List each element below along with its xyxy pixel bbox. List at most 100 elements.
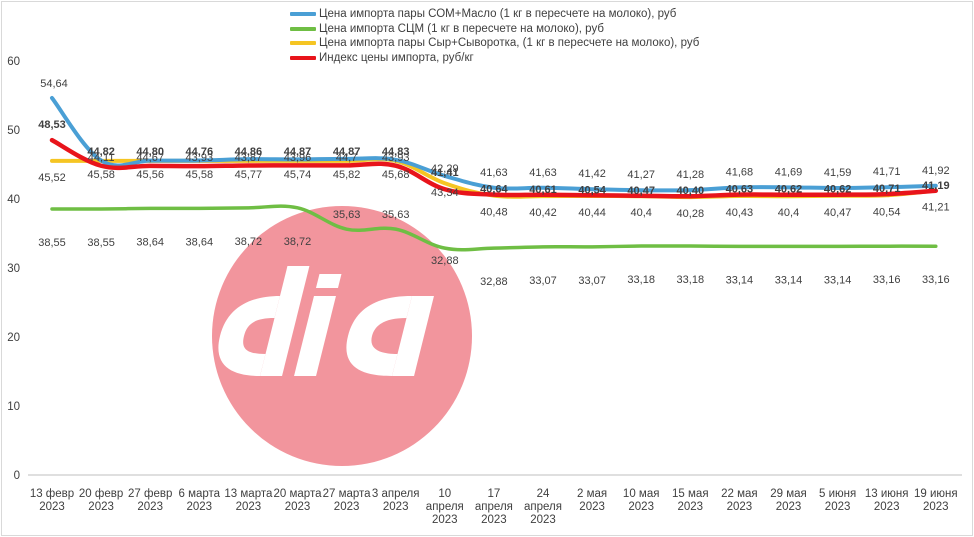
data-label-syr-syvorotka: 40,4	[778, 207, 799, 219]
data-label-syr-syvorotka: 40,28	[677, 208, 705, 220]
data-label-index: 40,54	[578, 184, 606, 196]
y-tick-label: 60	[7, 56, 20, 68]
data-label-syr-syvorotka: 40,4	[630, 207, 651, 219]
chart-legend: Цена импорта пары СОМ+Масло (1 кг в пере…	[290, 7, 699, 65]
y-tick-label: 30	[7, 263, 20, 275]
data-label-som-maslo: 45,58	[186, 169, 214, 181]
x-tick-label: 19 июня 2023	[914, 488, 958, 513]
data-label-syr-syvorotka: 40,48	[480, 207, 508, 219]
data-label-scm: 33,16	[922, 274, 950, 286]
data-label-scm: 33,14	[775, 274, 803, 286]
x-tick-label: 2 мая 2023	[577, 488, 607, 513]
legend-swatch-green	[290, 27, 316, 31]
data-label-scm: 33,14	[726, 274, 754, 286]
data-label-scm: 38,72	[235, 236, 263, 248]
legend-swatch-blue	[290, 12, 316, 16]
data-label-index: 40,62	[775, 184, 803, 196]
data-label-syr-syvorotka: 40,54	[873, 206, 901, 218]
x-tick-label: 6 марта 2023	[179, 488, 221, 513]
data-label-index: 40,63	[726, 184, 754, 196]
x-tick-label: 27 февр 2023	[128, 488, 172, 513]
x-tick-label: 5 июня 2023	[819, 488, 856, 513]
data-label-scm: 33,07	[578, 275, 606, 287]
data-label-syr-syvorotka: 40,47	[824, 207, 852, 219]
legend-swatch-red	[290, 56, 316, 60]
x-tick-label: 15 мая 2023	[672, 488, 709, 513]
data-label-index: 40,40	[677, 185, 705, 197]
data-label-index: 44,76	[186, 146, 214, 158]
data-label-som-maslo: 45,82	[333, 169, 361, 181]
legend-label: Цена импорта СЦМ (1 кг в пересчете на мо…	[319, 22, 604, 37]
legend-swatch-yellow	[290, 41, 316, 45]
data-label-som-maslo: 54,64	[40, 78, 68, 90]
data-label-som-maslo: 41,92	[922, 165, 950, 177]
legend-label: Индекс цены импорта, руб/кг	[319, 51, 474, 66]
x-tick-label: 24 апреля 2023	[524, 488, 562, 526]
legend-item-som-maslo: Цена импорта пары СОМ+Масло (1 кг в пере…	[290, 7, 699, 22]
data-label-scm: 38,55	[38, 237, 66, 249]
chart-canvas: 0102030405060 13 февр 202320 февр 202327 ф…	[0, 0, 974, 537]
data-label-index: 41,41	[431, 167, 459, 179]
legend-label: Цена импорта пары Сыр+Сыворотка, (1 кг в…	[319, 36, 699, 51]
data-label-index: 44,87	[284, 146, 312, 158]
data-label-index: 44,87	[333, 146, 361, 158]
data-label-syr-syvorotka: 40,43	[726, 207, 754, 219]
data-label-som-maslo: 45,58	[87, 169, 115, 181]
data-label-syr-syvorotka: 40,42	[529, 207, 557, 219]
legend-item-syr-syvorotka: Цена импорта пары Сыр+Сыворотка, (1 кг в…	[290, 36, 699, 51]
data-label-som-maslo: 41,71	[873, 166, 901, 178]
x-tick-label: 17 апреля 2023	[475, 488, 513, 526]
data-label-scm: 33,18	[677, 274, 705, 286]
data-label-index: 40,64	[480, 184, 508, 196]
data-label-syr-syvorotka: 40,44	[578, 207, 606, 219]
data-label-scm: 33,07	[529, 275, 557, 287]
data-label-som-maslo: 45,77	[235, 169, 263, 181]
data-label-scm: 32,88	[480, 276, 508, 288]
data-label-index: 44,82	[87, 146, 115, 158]
x-tick-label: 20 марта 2023	[274, 488, 323, 513]
legend-item-index: Индекс цены импорта, руб/кг	[290, 51, 699, 66]
data-label-index: 40,62	[824, 184, 852, 196]
data-label-som-maslo: 45,68	[382, 169, 410, 181]
data-label-scm: 35,63	[333, 209, 361, 221]
data-label-index: 44,83	[382, 146, 410, 158]
data-label-scm: 35,63	[382, 209, 410, 221]
data-label-som-maslo: 41,28	[677, 169, 705, 181]
x-tick-label: 10 мая 2023	[623, 488, 660, 513]
data-label-som-maslo: 41,63	[480, 167, 508, 179]
data-label-index: 44,80	[136, 146, 164, 158]
data-label-index: 40,47	[627, 185, 655, 197]
data-label-index: 48,53	[38, 119, 66, 131]
x-tick-label: 3 апреля 2023	[372, 488, 420, 513]
legend-label: Цена импорта пары СОМ+Масло (1 кг в пере…	[319, 7, 676, 22]
y-tick-label: 20	[7, 332, 20, 344]
data-label-som-maslo: 41,63	[529, 167, 557, 179]
data-label-index: 44,86	[235, 146, 263, 158]
y-tick-label: 40	[7, 194, 20, 206]
x-tick-label: 29 мая 2023	[770, 488, 807, 513]
x-tick-label: 13 февр 2023	[30, 488, 74, 513]
y-tick-label: 10	[7, 401, 20, 413]
data-label-som-maslo: 45,56	[136, 169, 164, 181]
data-label-index: 40,71	[873, 183, 901, 195]
data-label-syr-syvorotka: 41,21	[922, 202, 950, 214]
x-tick-label: 20 февр 2023	[79, 488, 123, 513]
data-label-som-maslo: 43,34	[431, 187, 459, 199]
data-label-som-maslo: 41,27	[627, 169, 655, 181]
data-label-syr-syvorotka: 45,52	[38, 172, 66, 184]
data-label-som-maslo: 45,74	[284, 169, 312, 181]
data-label-scm: 33,16	[873, 274, 901, 286]
y-tick-label: 0	[14, 470, 20, 482]
data-labels: 54,64 45,58 45,56 45,58 45,77 45,74 45,82 45,68…	[38, 78, 949, 288]
x-tick-label: 22 мая 2023	[721, 488, 758, 513]
data-label-som-maslo: 41,69	[775, 166, 803, 178]
data-label-scm: 38,64	[136, 236, 164, 248]
data-label-som-maslo: 41,59	[824, 167, 852, 179]
data-label-scm: 38,64	[186, 236, 214, 248]
y-axis: 0 10 20 30 40 50 60	[7, 56, 20, 482]
data-label-index: 41,19	[922, 180, 950, 192]
x-tick-label: 13 июня 2023	[865, 488, 909, 513]
data-label-scm: 33,14	[824, 274, 852, 286]
data-label-index: 40,61	[529, 184, 557, 196]
